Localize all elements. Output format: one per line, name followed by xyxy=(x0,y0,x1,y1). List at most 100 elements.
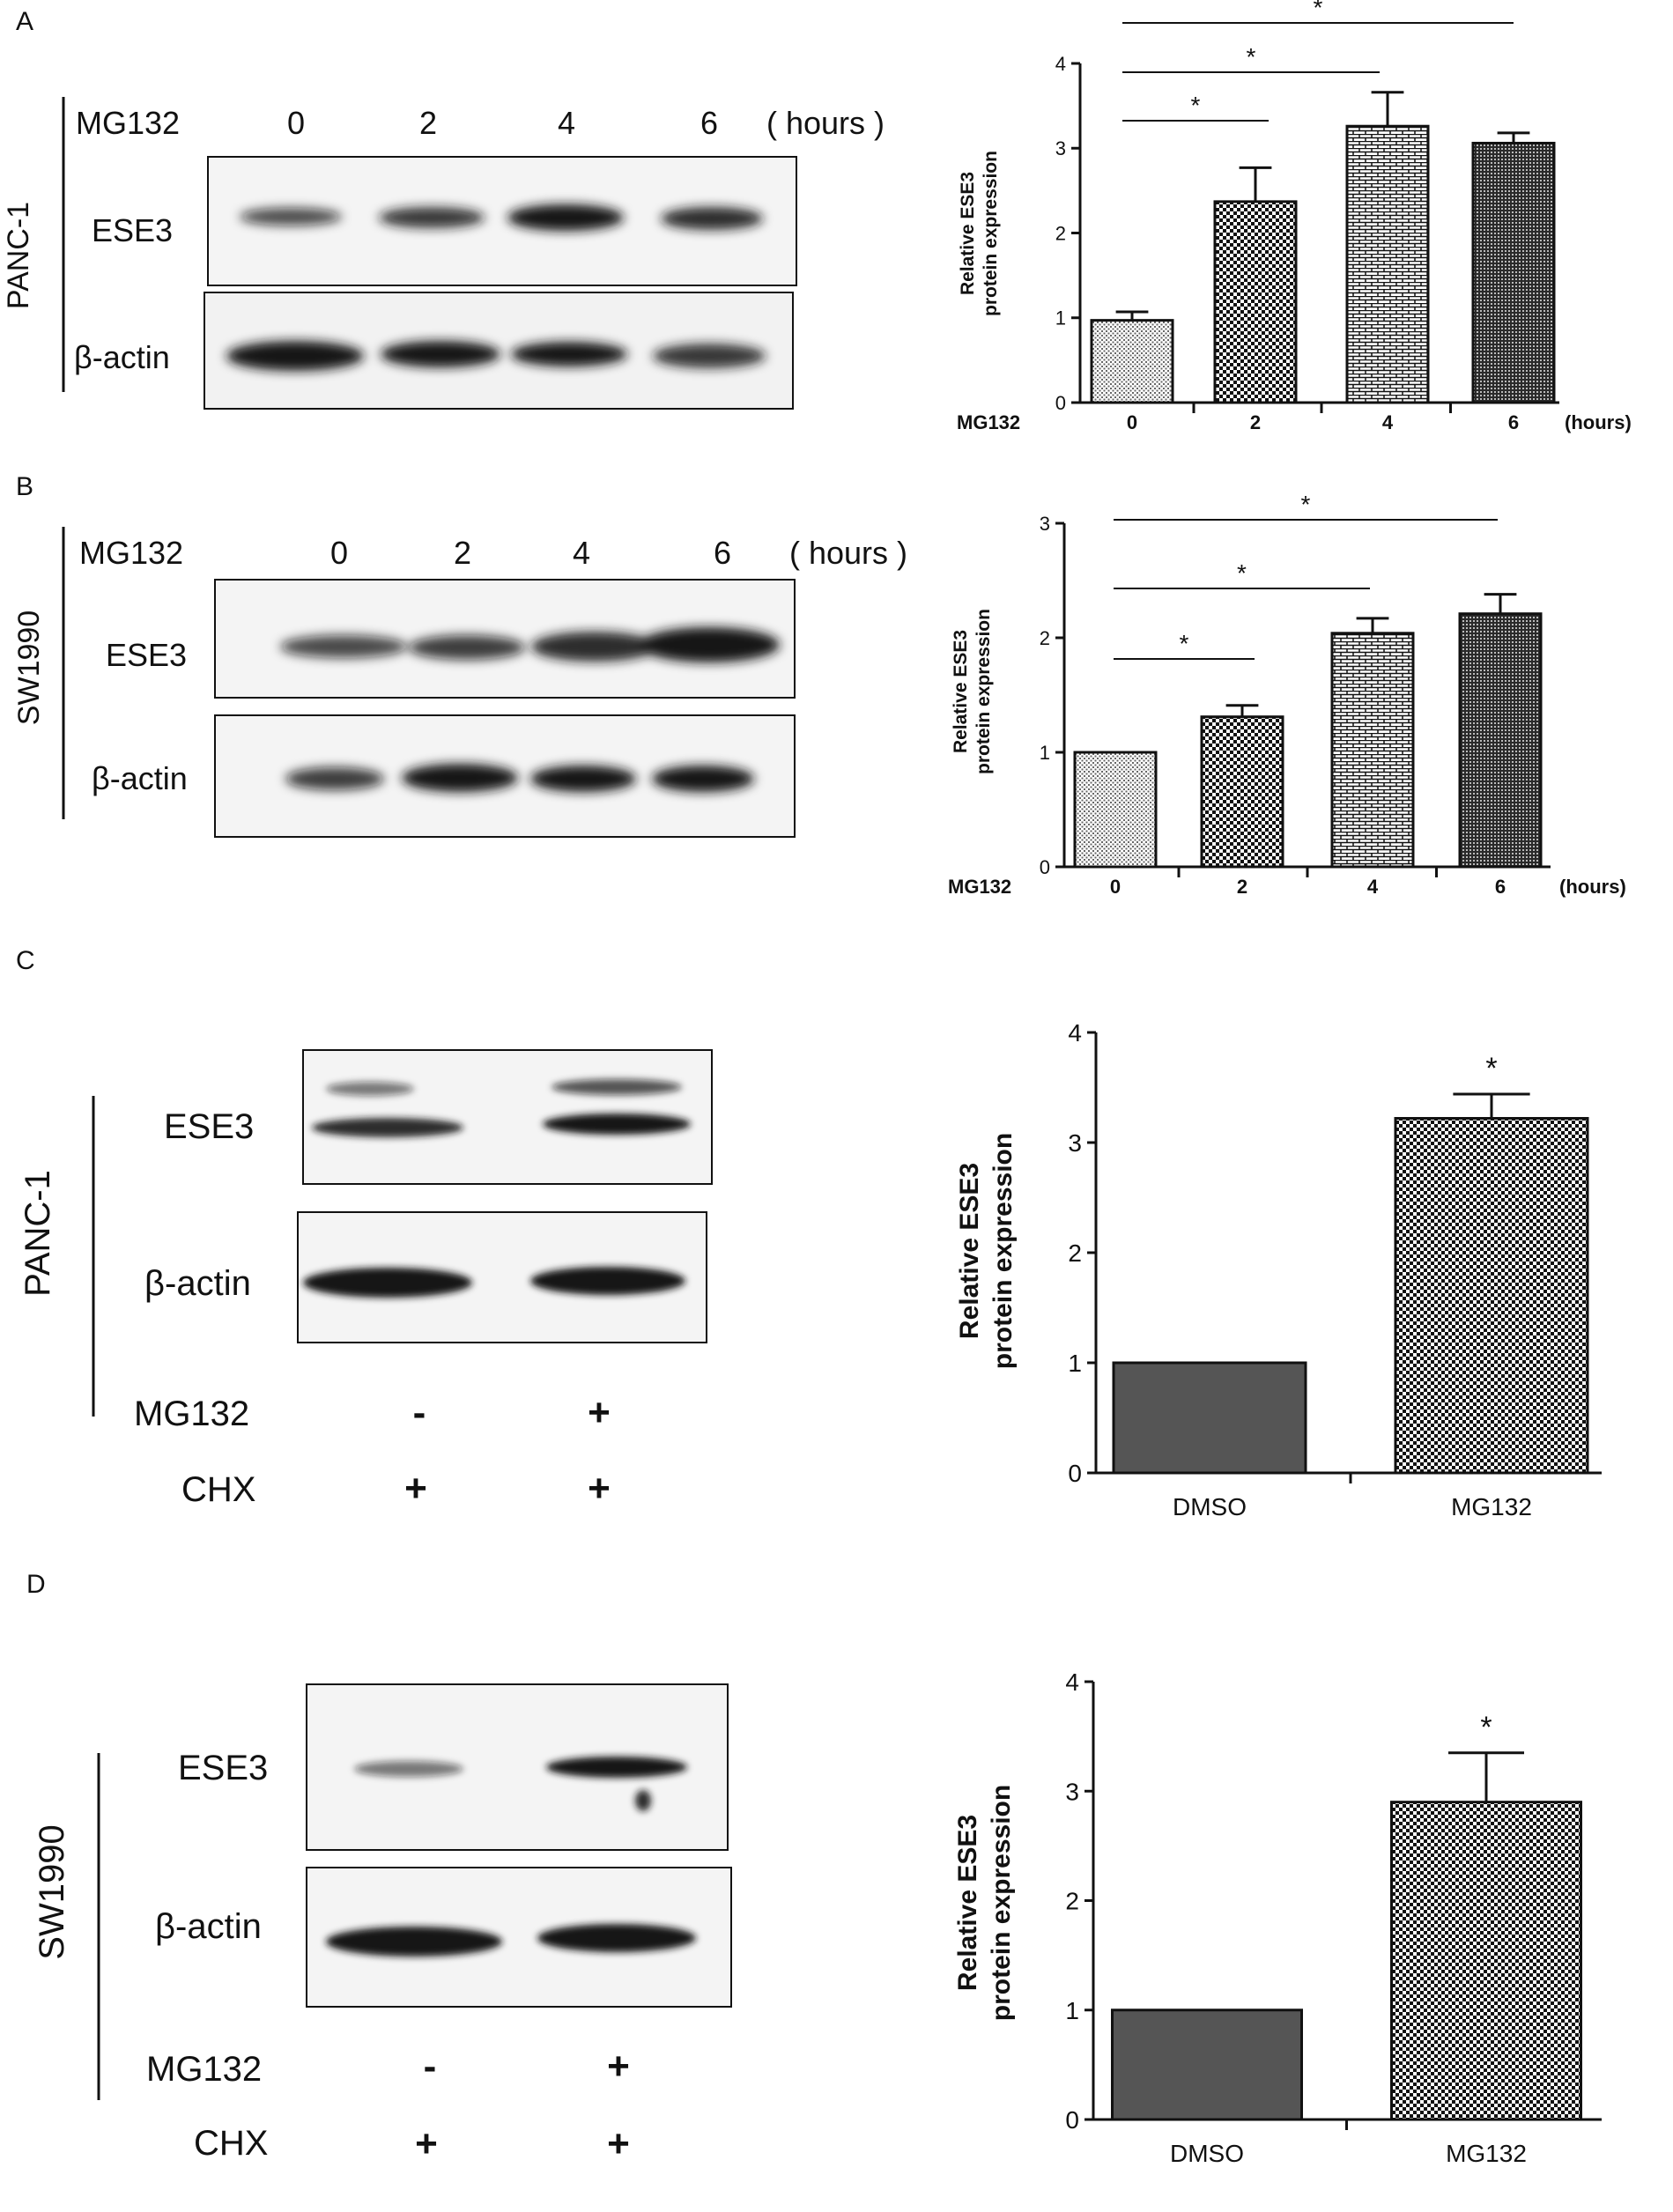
treatment-label: MG132 xyxy=(76,105,180,141)
category-label: MG132 xyxy=(1446,2140,1527,2167)
band xyxy=(530,766,636,792)
category-label: 0 xyxy=(1127,411,1137,433)
category-label: 4 xyxy=(1382,411,1394,433)
category-label: 6 xyxy=(1508,411,1519,433)
bar xyxy=(1213,200,1298,404)
blot-label-ese3: ESE3 xyxy=(178,1749,268,1787)
treatment-sign: + xyxy=(404,1467,427,1510)
band xyxy=(409,635,525,660)
band xyxy=(226,341,364,371)
y-axis-label-line: Relative ESE3 xyxy=(958,172,978,295)
y-tick-label: 3 xyxy=(1068,1129,1082,1157)
treatment-sign: + xyxy=(588,1467,611,1510)
bar xyxy=(1458,612,1543,869)
y-axis-label-line: protein expression xyxy=(988,1133,1018,1369)
band xyxy=(303,1268,472,1298)
y-axis-label: Relative ESE3 protein expression xyxy=(953,1785,1016,2021)
band xyxy=(280,635,407,658)
x-prefix-label: MG132 xyxy=(957,411,1020,433)
y-tick-label: 3 xyxy=(1065,1778,1079,1805)
blot-label-actin: β-actin xyxy=(74,339,170,375)
category-label: 2 xyxy=(1237,876,1247,898)
panel-b-blot: B SW1990 MG132 0 2 4 6 ( hours ) ESE3 β-… xyxy=(12,472,907,838)
bar xyxy=(1390,1801,1582,2121)
unit-label: ( hours ) xyxy=(789,535,907,571)
treatment-label: CHX xyxy=(194,2124,268,2163)
unit-label: ( hours ) xyxy=(766,105,885,141)
blot-label-ese3: ESE3 xyxy=(164,1107,254,1146)
y-tick-label: 1 xyxy=(1065,1997,1079,2024)
cell-line-label: SW1990 xyxy=(12,610,46,725)
cell-line-label: PANC-1 xyxy=(19,1170,57,1297)
category-label: 0 xyxy=(1110,876,1121,898)
category-label: MG132 xyxy=(1451,1493,1532,1520)
band xyxy=(551,1079,682,1095)
lane-label: 6 xyxy=(714,535,731,571)
band xyxy=(312,1118,463,1137)
y-tick-label: 2 xyxy=(1065,1888,1079,1915)
y-axis-label-line: protein expression xyxy=(973,609,994,774)
band xyxy=(379,207,485,228)
bar xyxy=(1200,715,1284,869)
category-label: 4 xyxy=(1367,876,1379,898)
blot-label-actin: β-actin xyxy=(92,760,188,796)
bar xyxy=(1073,751,1158,869)
band xyxy=(531,632,658,662)
band xyxy=(507,204,624,231)
y-axis-label: Relative ESE3 protein expression xyxy=(955,1133,1018,1369)
y-axis-label: Relative ESE3 protein expression xyxy=(951,609,994,774)
panel-letter-a: A xyxy=(16,7,33,36)
x-prefix-label: MG132 xyxy=(948,876,1011,898)
blot-label-actin: β-actin xyxy=(155,1907,262,1946)
lane-label: 0 xyxy=(287,105,305,141)
band xyxy=(285,767,384,790)
significance-star: * xyxy=(1314,0,1323,21)
significance-star: * xyxy=(1480,1711,1492,1744)
treatment-label: MG132 xyxy=(146,2050,262,2089)
category-label: 2 xyxy=(1250,411,1261,433)
lane-label: 4 xyxy=(558,105,575,141)
y-tick-label: 0 xyxy=(1055,392,1066,414)
chart-b: 0 1 2 3 0 2 4 6 * * * MG132 (hours) Relative ESE3 prot… xyxy=(948,491,1626,898)
blot-label-actin: β-actin xyxy=(144,1264,251,1303)
band xyxy=(511,342,627,366)
panel-letter-b: B xyxy=(16,472,33,501)
x-unit-label: (hours) xyxy=(1565,411,1632,433)
bar xyxy=(1394,1117,1589,1475)
band xyxy=(354,1761,463,1777)
significance-star: * xyxy=(1247,43,1256,70)
treatment-sign: + xyxy=(588,1391,611,1434)
y-tick-label: 2 xyxy=(1068,1239,1082,1267)
band xyxy=(326,1927,502,1957)
y-tick-label: 0 xyxy=(1065,2106,1079,2134)
y-tick-label: 2 xyxy=(1040,627,1050,649)
treatment-sign: - xyxy=(424,2045,437,2088)
lane-label: 2 xyxy=(419,105,437,141)
y-axis-label-line: protein expression xyxy=(987,1785,1016,2021)
treatment-sign: + xyxy=(607,2122,630,2165)
band xyxy=(543,1113,691,1135)
chart-c: 0 1 2 3 4 DMSO * MG132 Relative ESE3 protein expr… xyxy=(955,1019,1602,1520)
y-tick-label: 1 xyxy=(1055,307,1066,329)
band xyxy=(652,766,754,792)
bar xyxy=(1330,632,1415,869)
cell-line-label: PANC-1 xyxy=(2,202,35,309)
significance-star: * xyxy=(1191,92,1201,119)
y-tick-label: 1 xyxy=(1040,742,1050,764)
y-axis-label: Relative ESE3 protein expression xyxy=(958,151,1001,316)
y-axis-label-line: Relative ESE3 xyxy=(953,1815,982,1991)
y-tick-label: 2 xyxy=(1055,222,1066,244)
panel-c-blot: C PANC-1 ESE3 β-actin MG132 - + CHX + + xyxy=(16,946,713,1510)
treatment-sign: - xyxy=(413,1391,426,1434)
band xyxy=(530,1267,685,1295)
bar xyxy=(1471,141,1556,404)
lane-label: 4 xyxy=(573,535,590,571)
chart-a: 0 1 2 3 4 0 2 4 6 * * * MG132 (hours) Relative ESE3 pro… xyxy=(957,0,1632,433)
band xyxy=(381,341,500,367)
treatment-label: MG132 xyxy=(79,535,183,571)
y-tick-label: 3 xyxy=(1040,513,1050,535)
band xyxy=(635,1790,651,1811)
y-tick-label: 3 xyxy=(1055,137,1066,159)
y-axis-label-line: Relative ESE3 xyxy=(951,630,971,753)
treatment-sign: + xyxy=(415,2122,438,2165)
